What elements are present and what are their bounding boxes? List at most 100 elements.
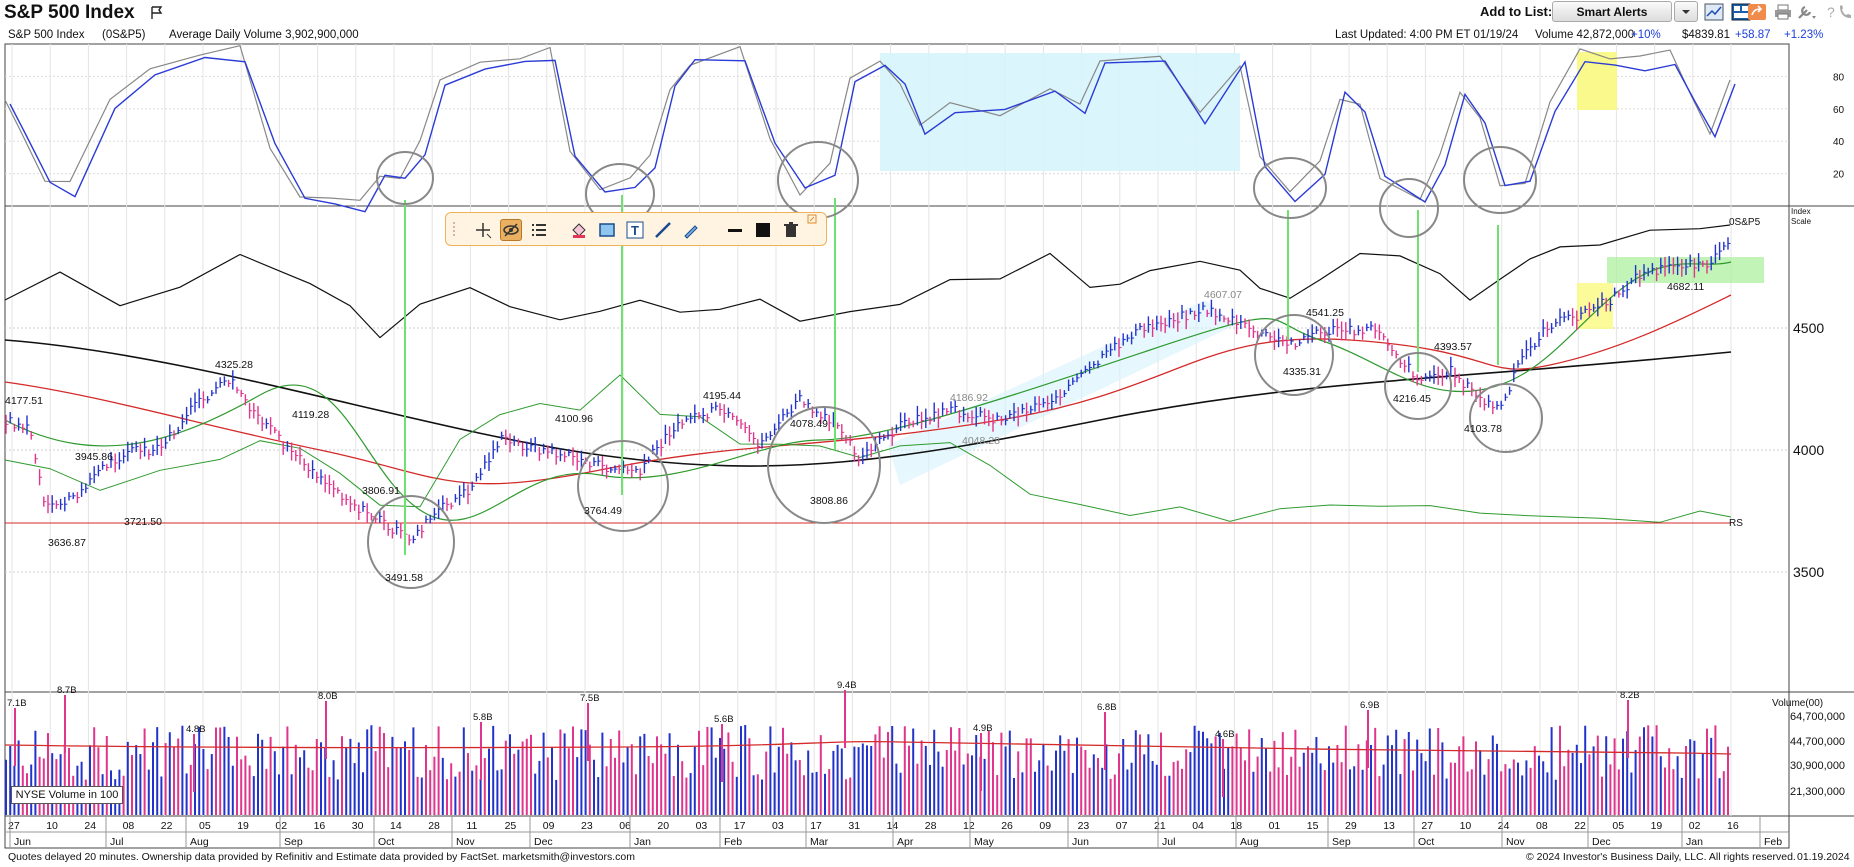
share-icon[interactable]	[1746, 2, 1768, 22]
help-icon[interactable]: ?	[1820, 2, 1842, 22]
price-annotation: 4325.28	[215, 359, 253, 371]
x-axis-day: 23	[1078, 820, 1090, 832]
volume-axis-tick: 44,700,000	[1790, 736, 1845, 748]
price-annotation: 4393.57	[1434, 341, 1472, 353]
volume-annotation: 4.8B	[186, 724, 206, 735]
x-axis-day: 14	[887, 820, 899, 832]
price-annotation: 3945.86	[75, 451, 113, 463]
price-annotation: 4607.07	[1204, 289, 1242, 301]
x-axis-day: 26	[1001, 820, 1013, 832]
text-icon[interactable]: T	[624, 219, 646, 241]
line-chart-icon[interactable]	[1676, 2, 1698, 22]
x-axis-day: 31	[848, 820, 860, 832]
stoch-axis-tick: 80	[1833, 72, 1845, 83]
volume-annotation: 4.6B	[1215, 729, 1235, 740]
x-axis-month: Feb	[724, 836, 742, 848]
x-axis-month: Jun	[1072, 836, 1089, 848]
paint-bucket-icon[interactable]	[568, 219, 590, 241]
color-swatch-icon[interactable]	[752, 219, 774, 241]
price-annotation: 3808.86	[810, 495, 848, 507]
volume-annotation: 7.1B	[7, 698, 27, 709]
ticker-symbol: (0S&P5)	[102, 29, 146, 41]
expand-icon[interactable]	[806, 213, 818, 225]
x-axis-month: Jul	[110, 836, 123, 848]
trash-icon[interactable]	[780, 219, 802, 241]
volume-annotation: 7.5B	[580, 693, 600, 704]
x-axis-day: 21	[1154, 820, 1166, 832]
smart-alerts-button[interactable]: Smart Alerts	[1552, 1, 1672, 22]
price-annotation: 4100.96	[555, 413, 593, 425]
price-axis-tick: 4000	[1793, 442, 1824, 458]
add-to-list-label: Add to List:	[1480, 4, 1553, 19]
x-axis-day: 05	[199, 820, 211, 832]
smart-alerts-dropdown[interactable]	[1674, 1, 1698, 22]
x-axis-day: 03	[696, 820, 708, 832]
x-axis-month: May	[974, 836, 995, 848]
x-axis-month: Jan	[1686, 836, 1703, 848]
drag-handle[interactable]	[450, 219, 458, 241]
x-axis-day: 02	[1689, 820, 1701, 832]
pencil-icon[interactable]	[680, 219, 702, 241]
line-icon[interactable]	[652, 219, 674, 241]
x-axis-day: 27	[1421, 820, 1433, 832]
annotation-circle	[1254, 314, 1334, 396]
volume-axis-label: Volume(00)	[1772, 698, 1823, 709]
rs-green-line	[4, 374, 1732, 523]
rectangle-icon[interactable]	[596, 219, 618, 241]
price-annotation: 3806.91	[362, 485, 400, 497]
page-title: S&P 500 Index	[4, 2, 135, 23]
volume-value: Volume 42,872,000	[1535, 29, 1635, 41]
volume-annotation: 4.9B	[973, 723, 993, 734]
drawing-toolbar: T	[445, 212, 827, 246]
price-annotation: 3764.49	[584, 505, 622, 517]
volume-annotation: 8.0B	[318, 691, 338, 702]
svg-text:?: ?	[1827, 4, 1835, 20]
x-axis-day: 06	[619, 820, 631, 832]
layout-icon[interactable]	[1704, 2, 1726, 22]
price-annotation: 3636.87	[48, 537, 86, 549]
price-annotation: 4103.78	[1464, 423, 1502, 435]
x-axis-day: 10	[46, 820, 58, 832]
list-icon[interactable]	[528, 219, 550, 241]
volume-axis-tick: 30,900,000	[1790, 760, 1845, 772]
x-axis-day: 18	[1230, 820, 1242, 832]
x-axis-month: Aug	[1240, 836, 1259, 848]
annotation-circle	[1463, 146, 1537, 214]
x-axis-day: 19	[237, 820, 249, 832]
rs-label: RS	[1729, 518, 1743, 529]
x-axis-day: 04	[1192, 820, 1204, 832]
highlights	[880, 52, 1764, 485]
x-axis-day: 16	[314, 820, 326, 832]
header-bar: S&P 500 Index Add to List: Smart Alerts …	[0, 0, 1854, 28]
annotation-circle	[767, 406, 881, 524]
volume-axis-tick: 21,300,000	[1790, 786, 1845, 798]
x-axis-day: 20	[657, 820, 669, 832]
price-annotation: 4048.28	[962, 435, 1000, 447]
x-axis-day: 11	[466, 820, 477, 832]
highlight-yellow-price	[1577, 283, 1613, 329]
line-chart-icon[interactable]	[1703, 2, 1725, 22]
x-axis-month: Jan	[634, 836, 651, 848]
x-axis-month: Jun	[14, 836, 31, 848]
print-icon[interactable]	[1772, 2, 1794, 22]
x-axis-day: 02	[275, 820, 287, 832]
flag-icon[interactable]	[150, 6, 164, 25]
volume-annotation: 9.4B	[837, 680, 857, 691]
volume-panel	[4, 690, 1732, 815]
stoch-axis-tick: 40	[1833, 137, 1845, 148]
crosshair-icon[interactable]	[472, 219, 494, 241]
x-axis-day: 13	[1383, 820, 1395, 832]
line-style-icon[interactable]	[724, 219, 746, 241]
phone-icon[interactable]	[1834, 2, 1854, 22]
footer-disclaimer: Quotes delayed 20 minutes. Ownership dat…	[8, 851, 635, 863]
volume-annotation: 6.8B	[1097, 702, 1117, 713]
series-label: 0S&P5	[1729, 217, 1761, 228]
x-axis-month: Oct	[1418, 836, 1434, 848]
price-axis-tick: 3500	[1793, 564, 1824, 580]
hide-drawings-icon[interactable]	[500, 219, 522, 241]
x-axis-month: Mar	[810, 836, 829, 848]
wrench-icon[interactable]	[1796, 2, 1818, 22]
price-annotation: 3491.58	[385, 572, 423, 584]
